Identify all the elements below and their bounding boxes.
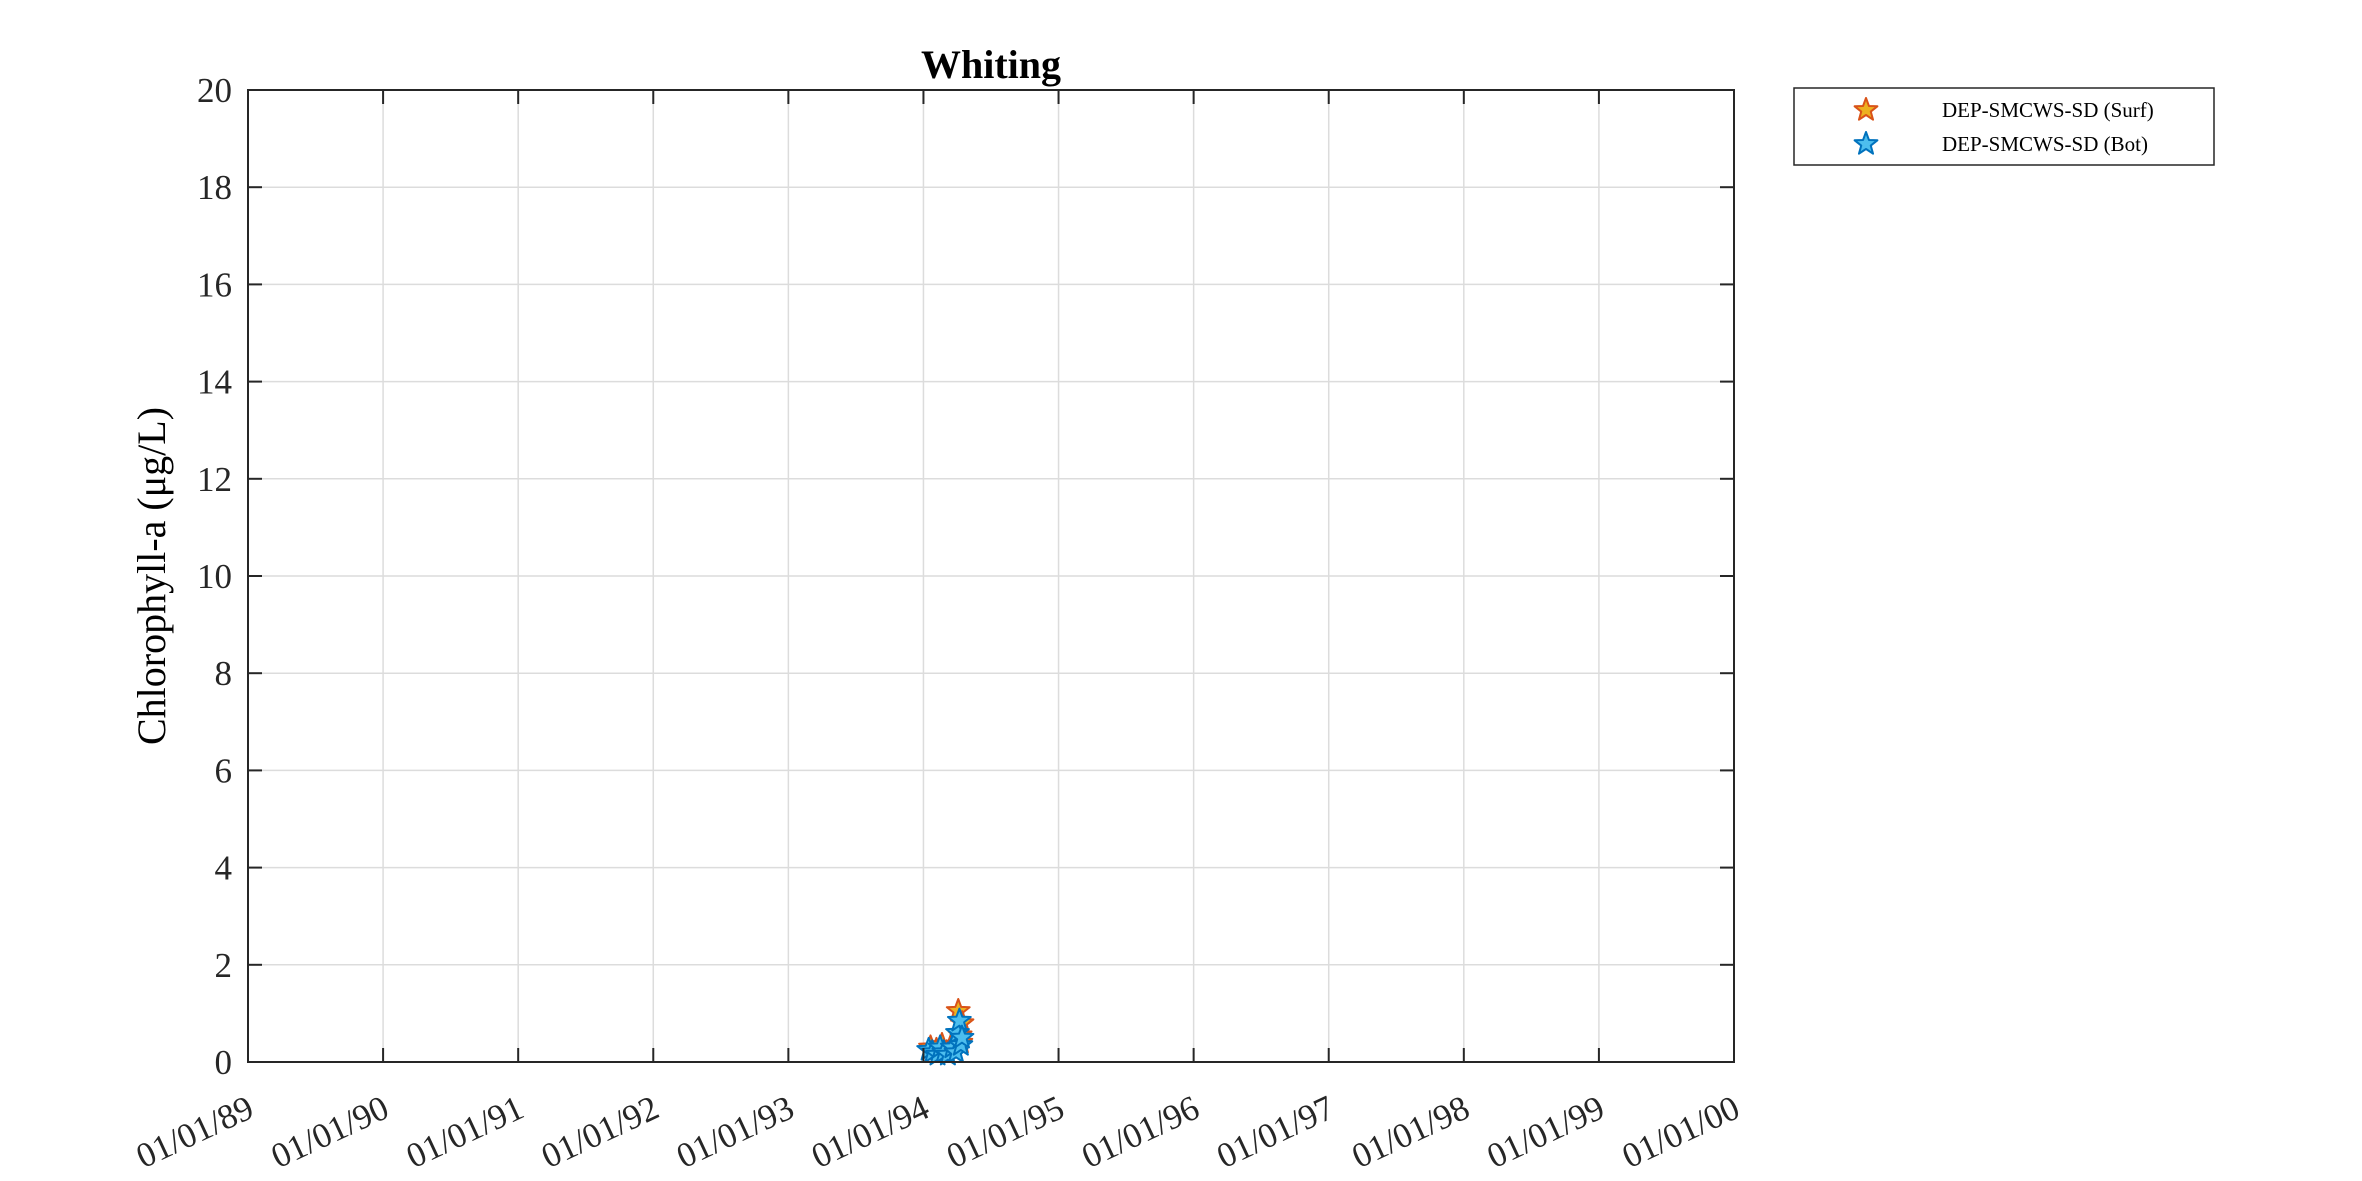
chart-title: Whiting: [921, 42, 1061, 87]
legend-marker: [1853, 131, 1879, 155]
y-tick-labels: 0 2 4 6 8 10 12 14 16 18 20: [197, 71, 232, 1082]
legend-label: DEP-SMCWS-SD (Surf): [1942, 98, 2154, 122]
y-tick-label: 20: [197, 71, 232, 110]
y-tick-label: 16: [197, 265, 232, 304]
y-tick-label: 2: [215, 946, 233, 985]
y-tick-label: 10: [197, 557, 232, 596]
axis-ticks: [247, 89, 1735, 1063]
y-tick-label: 6: [215, 751, 233, 790]
y-tick-label: 18: [197, 168, 232, 207]
y-axis-label: Chlorophyll-a (μg/L): [129, 407, 174, 745]
y-tick-label: 4: [215, 849, 233, 888]
y-tick-label: 12: [197, 460, 232, 499]
legend-label: DEP-SMCWS-SD (Bot): [1942, 132, 2148, 156]
y-tick-label: 8: [215, 654, 233, 693]
y-tick-label: 0: [215, 1043, 233, 1082]
data-point: [949, 1024, 975, 1049]
y-tick-label: 14: [197, 363, 232, 402]
legend: DEP-SMCWS-SD (Surf) DEP-SMCWS-SD (Bot): [1793, 87, 2215, 166]
data-point: [946, 1007, 972, 1032]
legend-marker: [1853, 97, 1879, 121]
grid: [248, 90, 1734, 1062]
